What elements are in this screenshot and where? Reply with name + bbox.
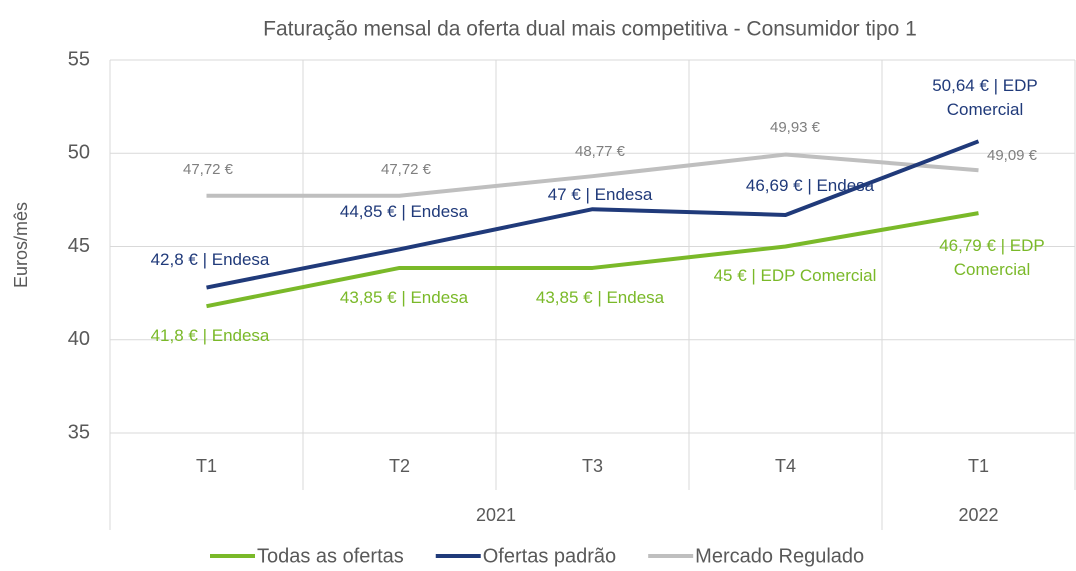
legend-label: Todas as ofertas (257, 545, 404, 567)
y-tick-label: 55 (68, 48, 90, 70)
data-label: 49,09 € (986, 147, 1038, 164)
legend-label: Mercado Regulado (695, 545, 864, 567)
series-line (206, 211, 979, 309)
x-tick-label: T1 (196, 456, 217, 476)
series-line (206, 152, 979, 198)
y-tick-label: 50 (68, 142, 90, 164)
y-tick-label: 35 (68, 421, 90, 443)
data-label: 43,85 € | Endesa (535, 288, 665, 307)
legend-label: Ofertas padrão (483, 545, 616, 567)
data-label: 46,79 € | EDP Comercial (939, 236, 1045, 279)
data-label: 43,85 € | Endesa (339, 288, 469, 307)
data-label: 50,64 € | EDP Comercial (932, 76, 1038, 119)
y-axis-label: Euros/mês (11, 202, 31, 288)
data-label: 49,93 € (769, 119, 821, 136)
data-label: 42,8 € | Endesa (150, 250, 270, 269)
data-label: 47,72 € (182, 161, 234, 178)
data-label: 47 € | Endesa (547, 185, 653, 204)
data-label: 44,85 € | Endesa (339, 202, 469, 221)
x-tick-label: T2 (389, 456, 410, 476)
group-label: 2022 (958, 505, 998, 525)
x-tick-label: T1 (968, 456, 989, 476)
x-tick-label: T4 (775, 456, 796, 476)
data-label: 46,69 € | Endesa (745, 176, 875, 195)
data-label: 48,77 € (574, 143, 626, 160)
chart-title: Faturação mensal da oferta dual mais com… (263, 18, 917, 41)
data-label: 45 € | EDP Comercial (713, 266, 877, 285)
group-label: 2021 (476, 505, 516, 525)
x-tick-label: T3 (582, 456, 603, 476)
y-tick-label: 40 (68, 328, 90, 350)
data-label: 47,72 € (380, 161, 432, 178)
y-tick-label: 45 (68, 235, 90, 257)
series-line (206, 139, 980, 290)
data-label: 41,8 € | Endesa (150, 326, 270, 345)
